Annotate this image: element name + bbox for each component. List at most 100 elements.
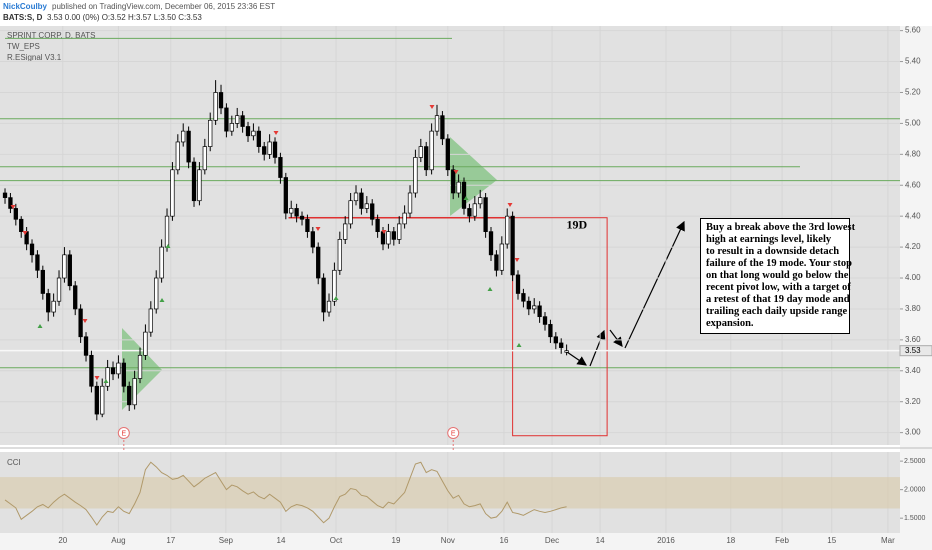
candle-body: [143, 331, 148, 356]
candle-body: [251, 130, 256, 137]
candle-body: [542, 316, 548, 325]
x-tick-label: Feb: [775, 536, 789, 545]
candle-body: [62, 254, 67, 279]
signal-down: [453, 170, 459, 174]
x-tick-label: 2016: [657, 536, 675, 545]
candle-body: [267, 141, 272, 155]
last-price-label: 3.53: [905, 346, 921, 355]
signal-down: [507, 203, 513, 207]
candle-body: [218, 92, 224, 109]
candle-body: [440, 115, 445, 140]
candle-body: [472, 203, 477, 217]
candle-body: [532, 305, 537, 310]
candle-body: [337, 239, 342, 271]
candle-body: [456, 181, 461, 194]
x-tick-label: 20: [58, 536, 67, 545]
candle-body: [29, 243, 35, 256]
candle-body: [564, 350, 569, 353]
candle-body: [494, 254, 499, 271]
annotation-line: to result in a downside detach: [706, 246, 840, 257]
y-tick-label: 3.20: [905, 397, 921, 406]
x-tick-label: Dec: [545, 536, 559, 545]
candle-body: [105, 367, 110, 387]
candle-body: [283, 177, 288, 214]
last-price-tag: [899, 345, 932, 357]
author[interactable]: NickCoulby: [3, 2, 48, 11]
signal-down: [315, 227, 321, 231]
candle-body: [56, 277, 62, 302]
candle-body: [73, 285, 78, 310]
candle-body: [121, 362, 126, 387]
candle-body: [505, 215, 510, 245]
y-tick-label: 4.60: [905, 180, 921, 189]
candle-body: [164, 215, 170, 248]
event-marker: [447, 427, 460, 439]
candle-body: [424, 146, 429, 171]
signal-down: [10, 205, 16, 209]
candle-body: [197, 169, 202, 202]
symbol: BATS:S, D: [3, 13, 43, 22]
signal-down: [94, 376, 100, 380]
candle-body: [2, 192, 8, 198]
signal-down: [82, 319, 88, 323]
candle-body: [272, 141, 278, 158]
y-tick-label: 1.5000: [904, 515, 926, 522]
event-label: E: [451, 430, 456, 437]
candle-body: [262, 146, 267, 155]
candle-body: [418, 146, 423, 158]
candle-body: [548, 324, 553, 338]
candle-body: [240, 115, 245, 127]
signal-up: [103, 379, 109, 383]
candle-body: [553, 336, 558, 344]
candle-body: [191, 161, 197, 202]
candle-body: [181, 130, 186, 143]
candle-body: [483, 197, 488, 232]
candle-body: [326, 300, 332, 313]
candle-body: [434, 115, 440, 132]
x-tick-label: 14: [277, 536, 286, 545]
y-tick-label: 3.40: [905, 366, 921, 375]
candle-body: [94, 385, 99, 415]
y-tick-label: 3.00: [905, 428, 921, 437]
candle-body: [375, 218, 380, 232]
signal-up: [463, 196, 469, 200]
candle-body: [499, 243, 504, 271]
candle-body: [521, 293, 526, 302]
candle-body: [467, 208, 472, 217]
y-tick-label: 2.0000: [904, 486, 926, 493]
candle-body: [429, 130, 434, 171]
candle-body: [299, 215, 305, 220]
annotation-line: Buy a break above the 3rd lowest: [706, 222, 856, 233]
legend-item: SPRINT CORP, D, BATS: [7, 31, 95, 40]
candle-body: [559, 342, 564, 348]
candle-body: [202, 146, 207, 171]
candle-body: [402, 212, 407, 225]
candle-body: [245, 126, 251, 137]
pattern-triangle: [450, 137, 497, 216]
candle-body: [229, 123, 234, 132]
signal-up: [333, 296, 339, 300]
annotation-box: Buy a break above the 3rd lowest high at …: [700, 218, 856, 334]
candle-body: [332, 269, 337, 302]
event-marker: [117, 427, 130, 439]
candle-body: [46, 293, 51, 313]
candle-body: [278, 157, 283, 178]
y-tick-label: 2.5000: [904, 458, 926, 465]
y-tick-label: 3.80: [905, 304, 921, 313]
signal-up: [165, 244, 171, 248]
signal-down: [514, 258, 520, 262]
y-tick-label: 5.40: [905, 57, 921, 66]
price-axis: [900, 26, 932, 550]
candle-body: [51, 300, 56, 313]
candle-body: [478, 197, 483, 205]
cci-band: [0, 477, 900, 509]
candle-body: [13, 208, 18, 220]
signal-down: [22, 231, 28, 235]
annotation-line: expansion.: [706, 318, 754, 329]
candle-body: [445, 138, 450, 171]
x-tick-label: 16: [500, 536, 509, 545]
candle-body: [159, 246, 164, 279]
signal-down: [429, 105, 435, 109]
candle-body: [321, 277, 326, 313]
